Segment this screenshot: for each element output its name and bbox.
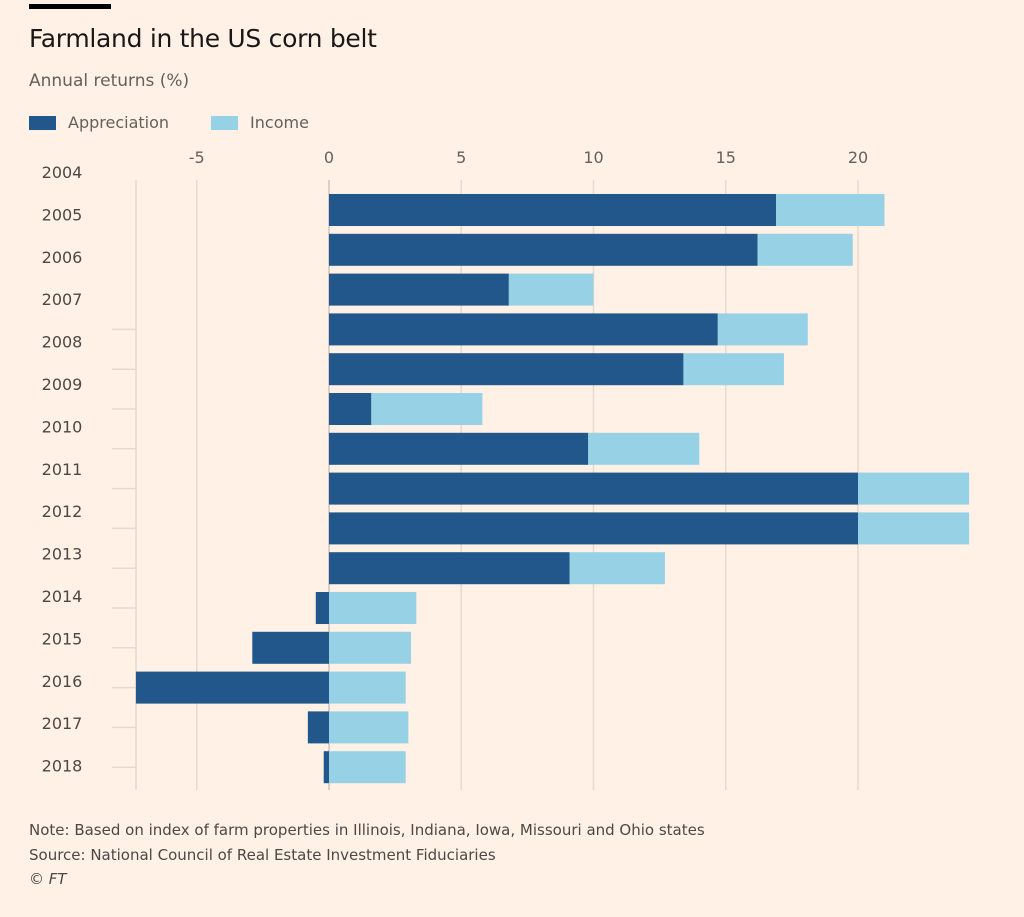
y-tick-label: 2010: [42, 417, 83, 436]
legend-item-appreciation: Appreciation: [29, 113, 169, 132]
bar-income-2013: [569, 552, 665, 585]
bar-appreciation-2018: [323, 751, 329, 784]
bar-income-2014: [329, 592, 417, 624]
legend-label-appreciation: Appreciation: [68, 113, 170, 132]
bar-income-2015: [329, 631, 411, 664]
bar-appreciation-2012: [329, 512, 858, 545]
header-rule: [29, 4, 111, 9]
bar-appreciation-2006: [329, 273, 509, 306]
y-tick-label: 2017: [42, 714, 83, 733]
bar-appreciation-2013: [329, 552, 570, 585]
bar-income-2007: [717, 313, 808, 346]
x-tick-label: 5: [456, 148, 466, 167]
bar-income-2010: [588, 432, 700, 465]
y-tick-label: 2006: [42, 248, 83, 267]
x-tick-label: 10: [583, 148, 603, 167]
y-tick-label: 2005: [42, 205, 83, 224]
y-tick-label: 2012: [42, 502, 83, 521]
footnote-source: Source: National Council of Real Estate …: [29, 846, 496, 864]
y-tick-label: 2016: [42, 672, 83, 691]
y-tick-label: 2009: [42, 375, 83, 394]
bar-income-2009: [371, 393, 483, 425]
footnote-note: Note: Based on index of farm properties …: [29, 821, 705, 839]
bar-income-2006: [508, 273, 594, 306]
y-tick-label: 2007: [42, 290, 83, 309]
y-tick-label: 2018: [42, 757, 83, 776]
bar-appreciation-2016: [135, 671, 329, 704]
bar-appreciation-2014: [315, 592, 329, 624]
bar-income-2012: [858, 512, 970, 545]
footnote-credit: © FT: [29, 870, 67, 888]
bar-appreciation-2004: [329, 194, 777, 226]
legend-swatch-appreciation: [29, 115, 56, 130]
bar-appreciation-2011: [329, 472, 858, 505]
y-tick-label: 2013: [42, 545, 83, 564]
y-tick-label: 2014: [42, 587, 83, 606]
x-tick-label: -5: [189, 148, 205, 167]
bar-appreciation-2007: [329, 313, 718, 346]
x-tick-label: 15: [716, 148, 736, 167]
chart-subtitle: Annual returns (%): [29, 71, 190, 91]
bar-income-2004: [776, 194, 885, 226]
y-tick-label: 2015: [42, 629, 83, 648]
bar-income-2017: [329, 711, 409, 744]
bar-income-2011: [858, 472, 970, 505]
y-tick-label: 2004: [42, 163, 83, 182]
bar-appreciation-2015: [252, 631, 329, 664]
y-tick-label: 2008: [42, 333, 83, 352]
bar-appreciation-2010: [329, 432, 589, 465]
bar-income-2005: [757, 233, 853, 266]
bar-appreciation-2008: [329, 353, 684, 386]
bar-appreciation-2009: [329, 393, 372, 425]
bar-income-2008: [683, 353, 784, 386]
legend: Appreciation Income: [29, 113, 351, 132]
bar-appreciation-2017: [307, 711, 329, 744]
x-tick-label: 0: [324, 148, 334, 167]
chart-title: Farmland in the US corn belt: [29, 24, 377, 53]
legend-item-income: Income: [211, 113, 309, 132]
bar-appreciation-2005: [329, 233, 758, 266]
legend-label-income: Income: [250, 113, 309, 132]
legend-swatch-income: [211, 115, 239, 130]
x-tick-label: 20: [848, 148, 868, 167]
bar-income-2018: [329, 751, 406, 784]
y-tick-label: 2011: [42, 460, 83, 479]
bar-income-2016: [329, 671, 406, 704]
